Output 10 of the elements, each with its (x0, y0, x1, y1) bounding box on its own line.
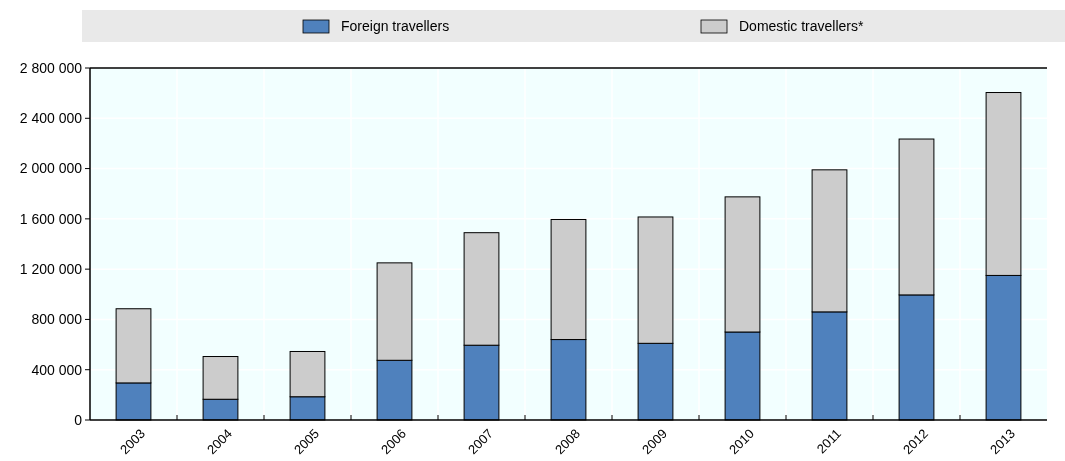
y-tick-label: 2 400 000 (19, 110, 83, 127)
y-tick-label: 400 000 (31, 361, 83, 378)
y-tick-label: 1 600 000 (19, 210, 83, 227)
y-tick-label: 0 (74, 411, 83, 428)
y-tick-label: 2 000 000 (19, 160, 83, 177)
y-tick-label: 800 000 (31, 311, 83, 328)
legend-label: Foreign travellers (341, 18, 450, 34)
y-tick-label: 2 800 000 (19, 59, 83, 76)
y-tick-label: 1 200 000 (19, 261, 83, 278)
legend-label: Domestic travellers* (739, 18, 865, 34)
